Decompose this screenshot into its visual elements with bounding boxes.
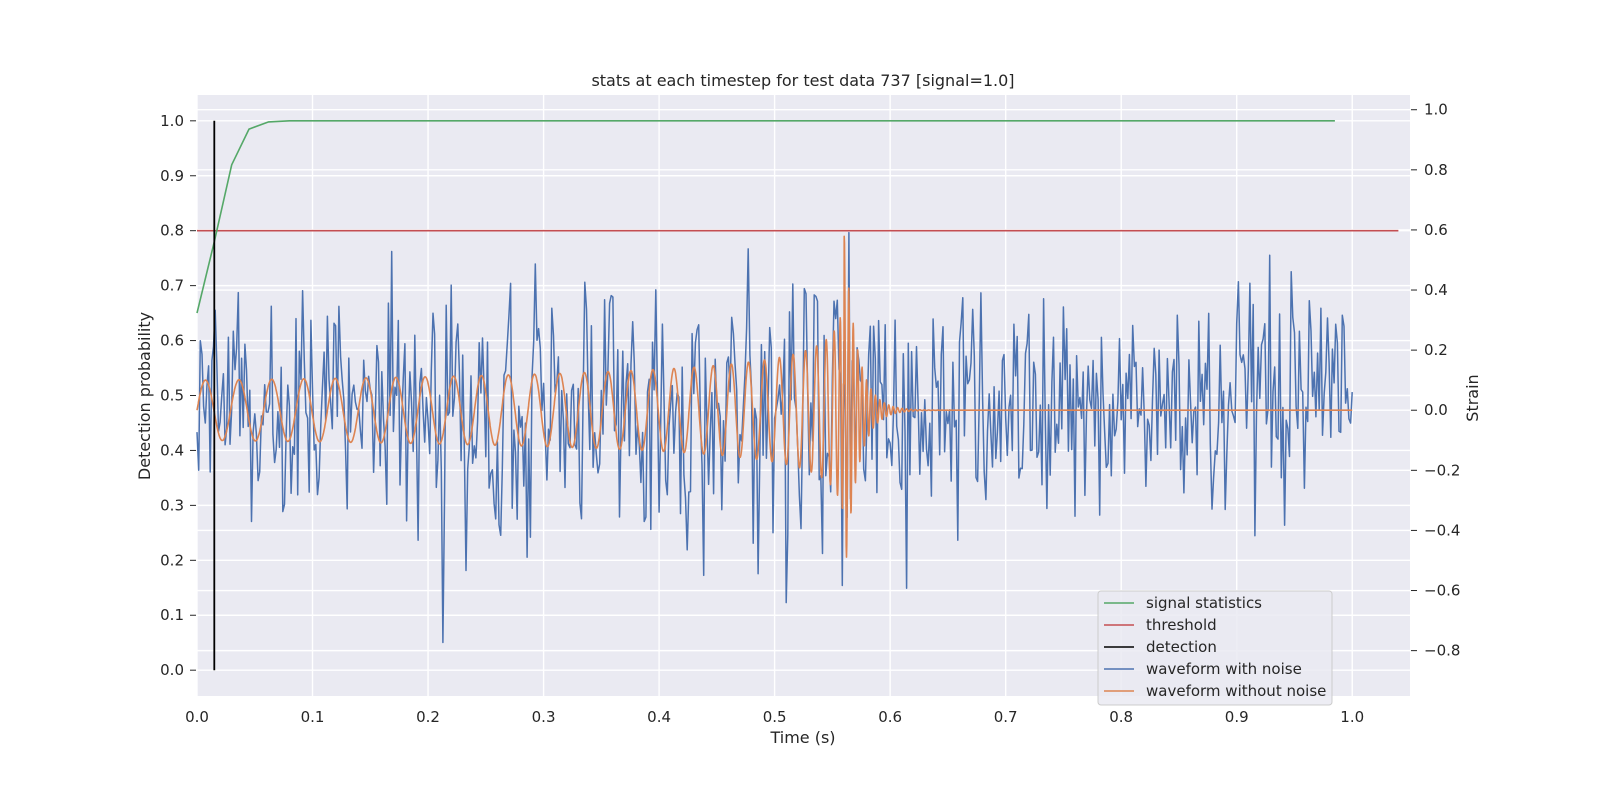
legend-label-signal-statistics: signal statistics [1146,594,1262,612]
y-axis-label: Detection probability [135,312,154,480]
x-tick-label: 0.3 [532,708,556,726]
y-tick-label: 0.0 [160,661,184,679]
y2-tick-label: 0.6 [1424,221,1448,239]
y2-tick-label: 0.0 [1424,401,1448,419]
y-tick-label: 0.8 [160,222,184,240]
x-tick-label: 0.2 [416,708,440,726]
y-tick-label: 0.2 [160,551,184,569]
x-tick-label: 0.9 [1225,708,1249,726]
legend-label-detection: detection [1146,638,1217,656]
y-tick-label: 0.4 [160,441,184,459]
y-tick-label: 0.3 [160,496,184,514]
waveform-without-noise-line [196,235,1353,558]
series-lines [196,120,1399,671]
x-tick-label: 0.1 [301,708,325,726]
y2-tick-label: 0.4 [1424,281,1448,299]
y-tick-label: 0.7 [160,277,184,295]
y-tick-label: 0.1 [160,606,184,624]
x-tick-label: 0.5 [763,708,787,726]
x-axis-label: Time (s) [769,728,835,747]
legend-box [1097,590,1333,706]
x-tick-label: 0.8 [1109,708,1133,726]
y2-tick-label: −0.6 [1424,582,1460,600]
y2-tick-label: 1.0 [1424,101,1448,119]
y2-tick-label: −0.2 [1424,461,1460,479]
y2-tick-label: −0.4 [1424,521,1460,539]
x-tick-label: 1.0 [1340,708,1364,726]
x-axis-ticks: 0.0 0.1 0.2 0.3 0.4 0.5 0.6 0.7 0.8 0.9 1.0 [185,708,1364,726]
y-axis-ticks: 0.0 0.1 0.2 0.3 0.4 0.5 0.6 0.7 0.8 0.9 1.0 [160,112,196,679]
x-tick-label: 0.0 [185,708,209,726]
y-tick-label: 0.6 [160,332,184,350]
y-tick-label: 0.9 [160,167,184,185]
y2-tick-label: 0.2 [1424,341,1448,359]
x-tick-label: 0.4 [647,708,671,726]
y2-tick-label: 0.8 [1424,161,1448,179]
y2-axis-ticks: −0.8 −0.6 −0.4 −0.2 0.0 0.2 0.4 0.6 0.8 1.0 [1411,101,1460,660]
legend-label-threshold: threshold [1146,616,1217,634]
legend-label-waveform-with-noise: waveform with noise [1146,660,1302,678]
y-tick-label: 0.5 [160,387,184,405]
waveform-with-noise-line [196,231,1353,644]
y-tick-label: 1.0 [160,112,184,130]
x-tick-label: 0.6 [878,708,902,726]
signal-statistics-line [196,120,1335,314]
x-tick-label: 0.7 [994,708,1018,726]
legend: signal statistics threshold detection wa… [1097,590,1333,706]
y2-axis-label: Strain [1463,374,1482,421]
y2-tick-label: −0.8 [1424,642,1460,660]
legend-label-waveform-without-noise: waveform without noise [1146,682,1326,700]
chart-title: stats at each timestep for test data 737… [591,71,1014,90]
